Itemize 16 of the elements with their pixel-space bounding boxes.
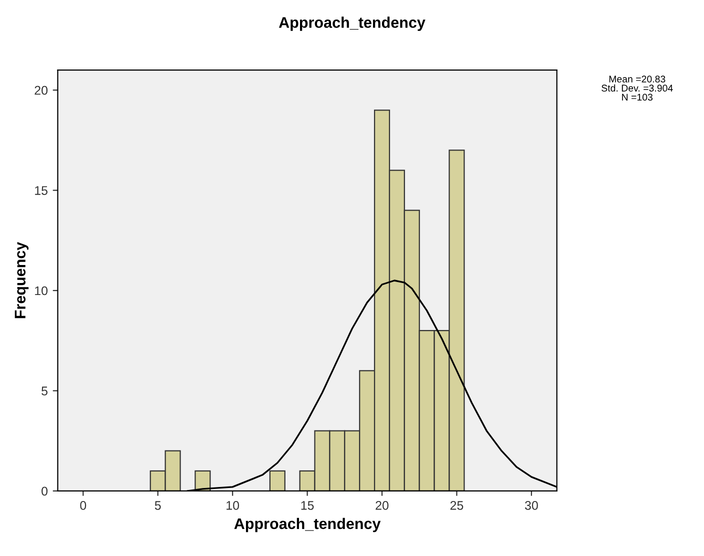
text: Mean =20.83 Std. Dev. =3.904 N =103: [602, 76, 673, 101]
y-axis-title: Frequency: [14, 242, 29, 318]
x-tick-label: 5: [154, 501, 161, 510]
x-tick-label: 15: [301, 501, 314, 510]
y-tick-label: 0: [42, 486, 48, 496]
y-tick-label: 5: [42, 386, 48, 396]
y-tick-label: 20: [34, 86, 48, 95]
x-tick-label: 0: [80, 501, 86, 510]
y-tick-label: 15: [35, 186, 48, 195]
x-tick-label: 10: [226, 501, 240, 510]
x-tick-label: 20: [376, 501, 388, 510]
x-axis-title: Approach_tendency: [234, 518, 381, 532]
y-tick-label: 10: [35, 286, 48, 296]
x-tick-label: 30: [524, 501, 538, 510]
x-tick-label: 25: [450, 501, 464, 510]
chart-title: Approach_tendency: [278, 16, 426, 31]
